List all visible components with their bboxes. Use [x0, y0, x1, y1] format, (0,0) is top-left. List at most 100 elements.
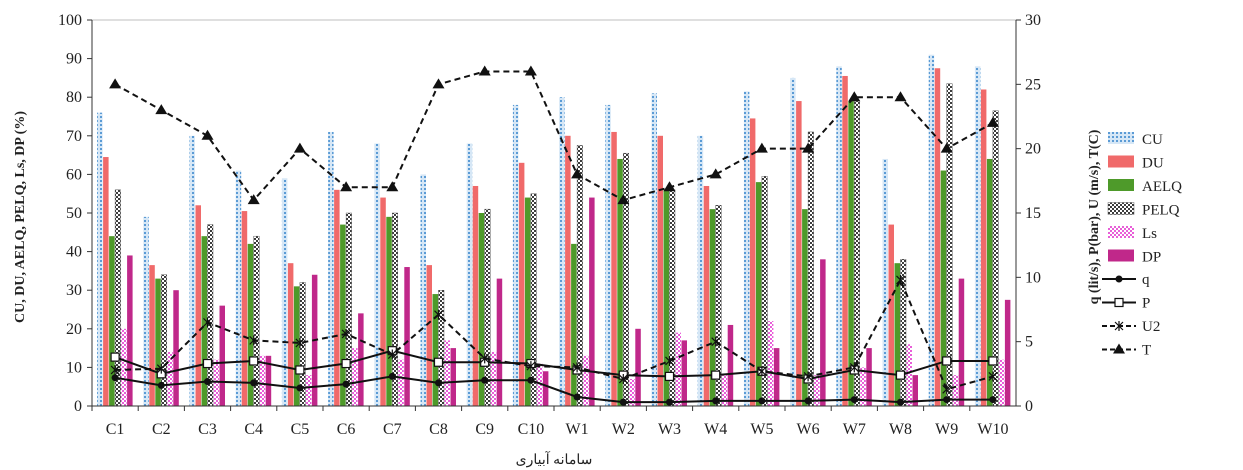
bar-dp-w7: [866, 348, 872, 406]
bar-du-w6: [796, 101, 802, 406]
bar-dp-w10: [1004, 299, 1011, 406]
bar-pelq-c10: [530, 193, 537, 407]
x-tick-c6: C6: [337, 421, 356, 438]
legend-label-u2: U2: [1142, 319, 1160, 335]
bar-cu-c10: [512, 104, 519, 407]
y-tick-left-50: 50: [66, 205, 82, 222]
bar-aelq-c9: [478, 213, 485, 406]
marker-t-w4: [709, 168, 722, 179]
bar-ls-c5: [305, 375, 312, 406]
bar-dp-w1: [589, 197, 595, 406]
bar-aelq-c1: [109, 236, 115, 406]
bar-du-w2: [611, 131, 617, 406]
bar-cu-w7: [836, 66, 842, 406]
marker-u2-c3: [203, 317, 212, 328]
bar-aelq-w1: [571, 243, 577, 406]
x-tick-w1: W1: [566, 421, 589, 438]
x-tick-w3: W3: [658, 421, 681, 438]
x-tick-c2: C2: [152, 421, 171, 438]
x-tick-w5: W5: [750, 421, 773, 438]
marker-q-w10: [989, 396, 997, 404]
x-tick-w10: W10: [977, 421, 1008, 438]
bar-dp-c7: [404, 267, 410, 406]
marker-u2-c4: [249, 335, 259, 346]
bar-dp-w2: [635, 328, 641, 406]
marker-u2-c6: [341, 328, 351, 339]
bar-aelq-w4: [709, 209, 716, 406]
bar-aelq-w10: [986, 158, 993, 406]
bar-pelq-c1: [114, 189, 121, 407]
legend-marker-u2: [1114, 321, 1124, 331]
bar-cu-c9: [466, 143, 473, 406]
marker-q-w2: [619, 398, 627, 406]
bar-aelq-c8: [432, 294, 438, 406]
bar-du-c8: [426, 265, 432, 406]
bar-ls-w4: [721, 375, 728, 406]
bar-du-c10: [518, 162, 525, 406]
bar-aelq-w8: [894, 263, 900, 406]
marker-q-w7: [850, 396, 858, 404]
x-tick-w9: W9: [935, 421, 958, 438]
marker-p-w8: [895, 370, 906, 380]
bar-dp-w9: [958, 278, 965, 406]
bar-dp-c2: [173, 290, 179, 406]
y-tick-left-60: 60: [66, 166, 82, 183]
marker-p-c1: [110, 352, 120, 362]
marker-p-c3: [202, 358, 213, 369]
marker-u2-w2: [618, 373, 628, 384]
plot-area: [91, 19, 1017, 407]
marker-u2-w9: [942, 384, 952, 395]
x-tick-c5: C5: [291, 421, 310, 438]
bar-cu-c4: [235, 170, 242, 406]
y-tick-left-10: 10: [66, 359, 82, 376]
bar-aelq-w5: [755, 182, 762, 406]
marker-p-w3: [664, 371, 675, 382]
bar-aelq-c2: [155, 278, 161, 406]
bar-du-c9: [472, 185, 479, 406]
bar-aelq-w6: [802, 209, 808, 406]
bar-ls-c2: [167, 351, 173, 406]
y-tick-right-25: 25: [1025, 76, 1041, 93]
y-axis-title-left: CU, DU, AELQ, PELQ, Ls, DP (%): [13, 111, 28, 323]
marker-t-c9: [478, 65, 491, 76]
legend-label-du: DU: [1142, 156, 1164, 172]
marker-t-c1: [109, 78, 122, 89]
marker-u2-w10: [988, 371, 998, 382]
legend-label-cu: CU: [1142, 132, 1163, 148]
marker-u2-w5: [757, 366, 767, 377]
marker-t-w1: [571, 168, 584, 179]
marker-t-c5: [293, 142, 306, 153]
marker-t-w8: [894, 91, 907, 102]
bar-ls-c1: [121, 328, 127, 406]
bar-ls-c10: [536, 363, 543, 406]
bar-cu-w5: [743, 91, 750, 406]
bar-du-w3: [657, 135, 663, 407]
y-tick-left-30: 30: [66, 282, 82, 299]
legend-marker-t: [1113, 343, 1125, 354]
bar-dp-c4: [265, 355, 272, 406]
x-tick-c9: C9: [475, 421, 494, 438]
marker-t-c2: [155, 104, 168, 115]
marker-t-c7: [386, 181, 399, 192]
marker-u2-c10: [526, 361, 536, 372]
marker-p-c8: [433, 357, 444, 367]
marker-u2-c7: [387, 349, 397, 360]
y-tick-left-0: 0: [74, 398, 82, 415]
bar-cu-c2: [143, 216, 149, 406]
bar-ls-w5: [767, 321, 774, 406]
bar-ls-w8: [906, 344, 912, 406]
marker-u2-c5: [295, 337, 305, 348]
marker-t-c8: [432, 78, 445, 89]
bar-ls-c6: [352, 348, 358, 406]
marker-t-w3: [663, 181, 676, 192]
bar-pelq-c8: [438, 290, 445, 407]
marker-q-c5: [296, 384, 304, 392]
x-tick-c3: C3: [198, 421, 217, 438]
bar-du-c7: [380, 197, 386, 406]
bar-ls-w10: [998, 359, 1005, 406]
bar-aelq-c3: [201, 236, 207, 406]
marker-q-c2: [157, 381, 165, 389]
y-tick-right-5: 5: [1025, 334, 1033, 351]
marker-t-c3: [201, 129, 214, 140]
